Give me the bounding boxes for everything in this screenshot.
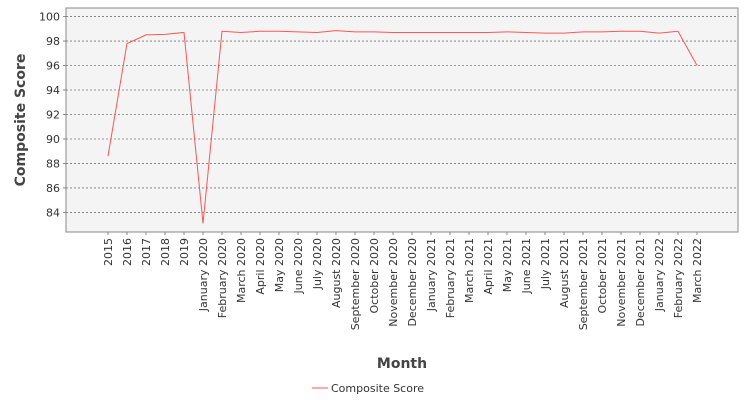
y-tick-label: 100 <box>39 11 60 24</box>
x-tick-label: November 2021 <box>615 238 628 327</box>
x-tick-label: 2017 <box>140 238 153 266</box>
x-tick-label: December 2020 <box>406 238 419 327</box>
x-tick-label: December 2021 <box>634 238 647 327</box>
y-axis-title: Composite Score <box>13 54 29 187</box>
x-tick-label: March 2021 <box>463 238 476 303</box>
x-tick-label: January 2021 <box>425 238 438 312</box>
x-tick-label: January 2020 <box>197 238 210 312</box>
x-tick-label: 2015 <box>102 238 115 266</box>
x-tick-label: January 2022 <box>653 238 666 312</box>
plot-area <box>65 7 739 233</box>
x-tick-label: February 2021 <box>444 238 457 318</box>
legend-label: Composite Score <box>331 382 424 395</box>
x-tick-label: October 2020 <box>368 238 381 314</box>
x-tick-label: August 2021 <box>558 238 571 308</box>
x-tick-label: May 2021 <box>501 238 514 292</box>
x-tick-label: November 2020 <box>387 238 400 327</box>
y-tick-label: 90 <box>46 133 60 146</box>
x-tick-label: May 2020 <box>273 238 286 292</box>
x-tick-label: February 2020 <box>216 238 229 318</box>
y-tick-label: 88 <box>46 157 60 170</box>
x-tick-label: June 2021 <box>520 238 533 294</box>
x-tick-label: July 2020 <box>311 238 324 290</box>
x-tick-label: September 2021 <box>577 238 590 330</box>
y-tick-label: 86 <box>46 182 60 195</box>
x-tick-label: March 2020 <box>235 238 248 303</box>
series-line <box>107 30 698 224</box>
y-tick-label: 96 <box>46 60 60 73</box>
y-tick-label: 98 <box>46 35 60 48</box>
x-tick-label: August 2020 <box>330 238 343 308</box>
x-axis-title: Month <box>377 356 427 372</box>
x-tick-label: March 2022 <box>691 238 704 303</box>
x-tick-label: July 2021 <box>539 238 552 290</box>
y-tick-label: 92 <box>46 108 60 121</box>
x-tick-label: October 2021 <box>596 238 609 314</box>
x-tick-label: February 2022 <box>672 238 685 318</box>
x-tick-label: April 2020 <box>254 238 267 295</box>
x-tick-label: September 2020 <box>349 238 362 330</box>
x-tick-label: April 2021 <box>482 238 495 295</box>
x-tick-label: 2018 <box>159 238 172 266</box>
x-tick-label: 2016 <box>121 238 134 266</box>
y-tick-label: 84 <box>46 206 60 219</box>
x-tick-label: 2019 <box>178 238 191 266</box>
y-tick-label: 94 <box>46 84 60 97</box>
x-tick-label: June 2020 <box>292 238 305 294</box>
